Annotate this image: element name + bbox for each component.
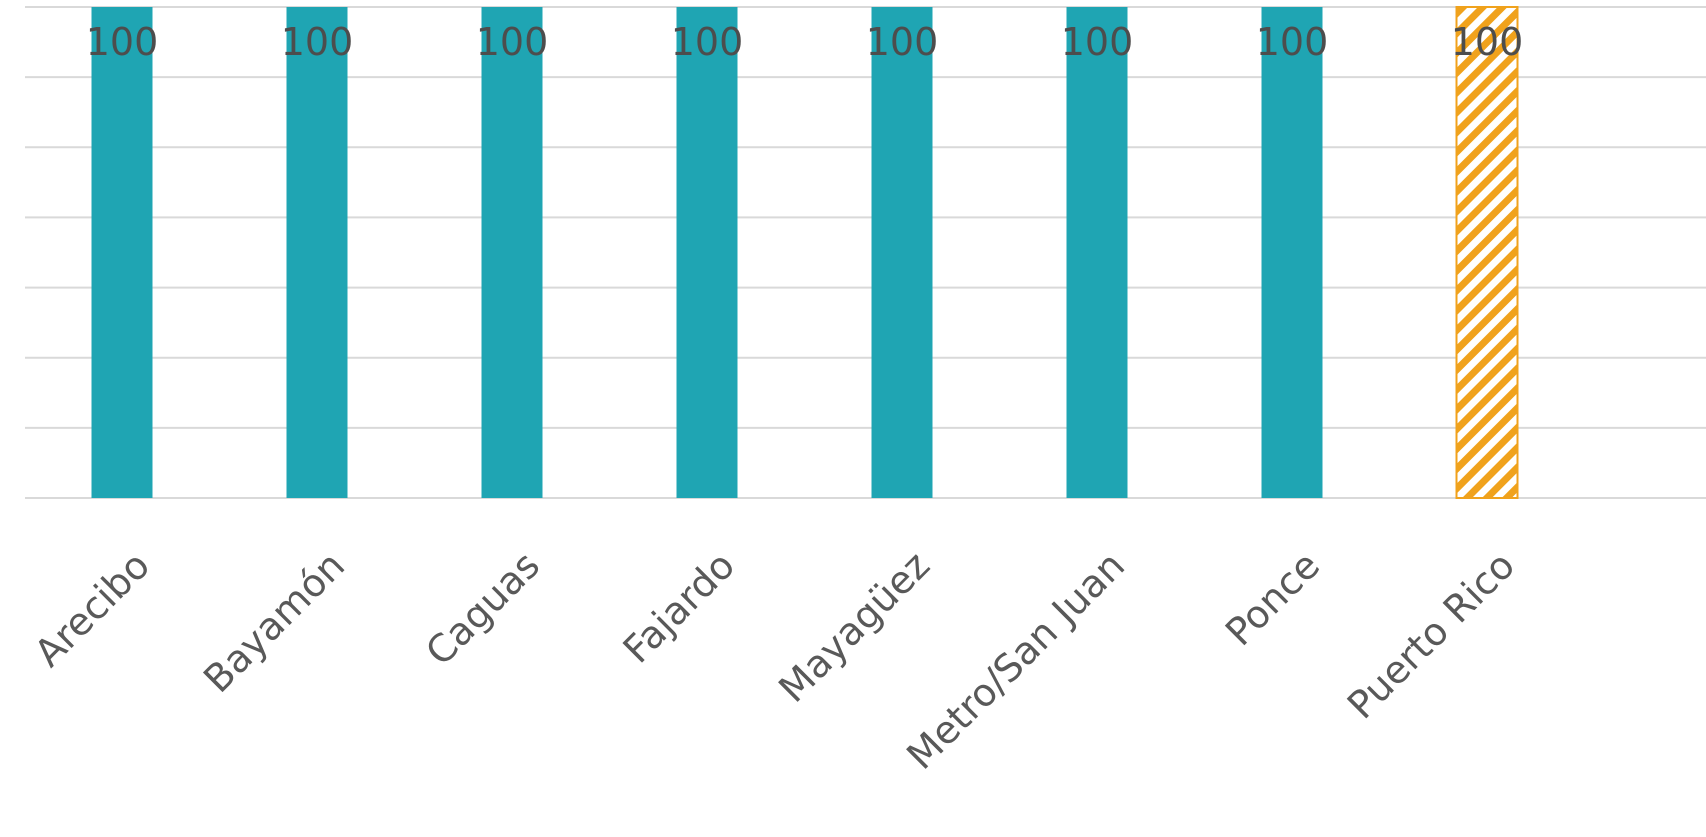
bar-arecibo — [91, 7, 153, 498]
x-tick-label: Arecibo — [26, 543, 158, 675]
data-label: 100 — [671, 20, 744, 64]
bar-bayam-n — [286, 7, 348, 498]
data-labels: 100 100 100 100 100 100 100 100 — [86, 20, 1524, 64]
data-label: 100 — [86, 20, 159, 64]
data-label: 100 — [866, 20, 939, 64]
bar-ponce — [1261, 7, 1323, 498]
gridlines — [25, 6, 1706, 499]
bar-caguas — [481, 7, 543, 498]
data-label: 100 — [1451, 20, 1524, 64]
data-label: 100 — [281, 20, 354, 64]
x-tick-label: Fajardo — [615, 543, 744, 672]
data-label: 100 — [1061, 20, 1134, 64]
x-tick-label: Mayagüez — [770, 543, 938, 711]
bar-fajardo — [676, 7, 738, 498]
data-label: 100 — [476, 20, 549, 64]
x-tick-label: Bayamón — [195, 543, 353, 701]
bar-mayag-ez — [871, 7, 933, 498]
x-tick-label: Caguas — [417, 543, 548, 674]
bars — [91, 6, 1519, 499]
x-tick-label: Ponce — [1217, 543, 1328, 654]
category-labels: Arecibo Bayamón Caguas Fajardo MayagüezMetro… — [26, 543, 1523, 778]
bar-metro-san-juan — [1066, 7, 1128, 498]
x-tick-label: Puerto Rico — [1339, 543, 1523, 727]
bar-puerto-rico — [1455, 6, 1519, 499]
data-label: 100 — [1256, 20, 1329, 64]
